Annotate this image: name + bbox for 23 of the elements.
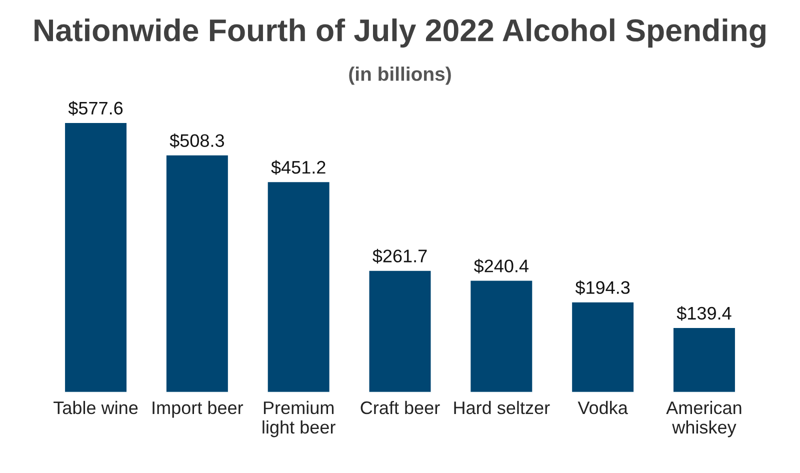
data-label: $577.6 [68, 101, 123, 116]
x-tick-label: American whiskey [666, 400, 742, 438]
data-label: $139.4 [676, 306, 732, 321]
data-label: $240.4 [474, 258, 528, 274]
x-tick-label: Import beer [152, 400, 244, 418]
chart-title: Nationwide Fourth of July 2022 Alcohol Spending [34, 18, 766, 48]
data-label: $508.3 [170, 133, 224, 148]
bar [469, 279, 534, 393]
bar [165, 154, 230, 393]
bar [672, 326, 736, 393]
x-tick-label: Hard seltzer [454, 400, 550, 414]
bar [368, 269, 432, 393]
chart-subtitle: (in billions) [349, 66, 451, 85]
x-tick-label: Craft beer [360, 400, 440, 414]
data-label: $261.7 [372, 248, 427, 264]
data-label: $451.2 [271, 160, 326, 175]
bar [570, 300, 635, 393]
data-label: $194.3 [575, 280, 630, 296]
x-tick-label: Vodka [578, 400, 628, 414]
x-tick-label: Table wine [54, 400, 138, 414]
bar [64, 122, 128, 393]
bar [266, 180, 331, 393]
x-tick-label: Premium light beer [262, 400, 336, 438]
